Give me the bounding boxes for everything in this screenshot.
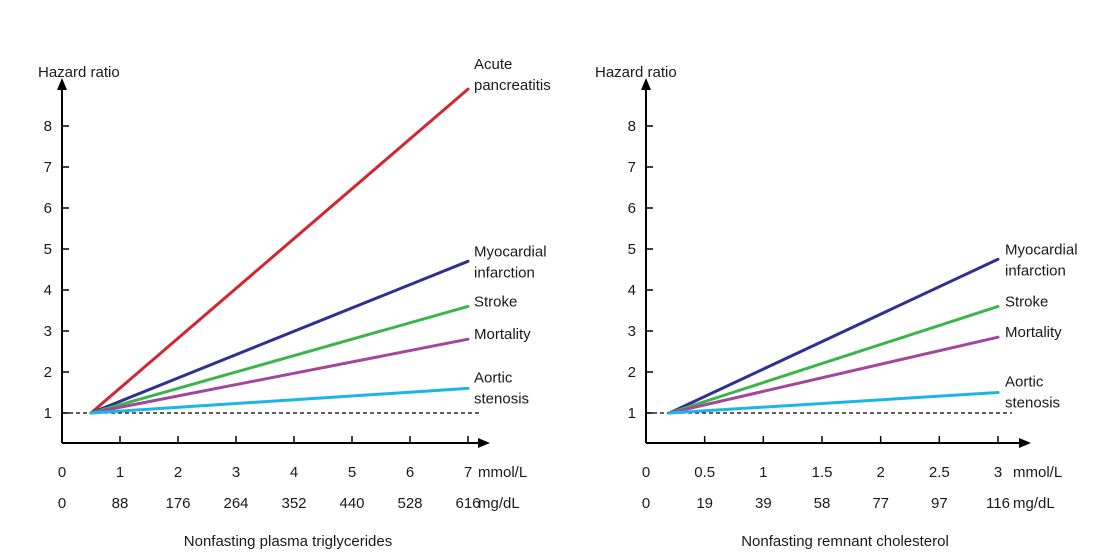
- series-line-aortic-stenosis: [667, 391, 1000, 415]
- y-tick-label: 1: [628, 405, 636, 422]
- x-tick-label-mgdl: 58: [814, 495, 831, 512]
- x-tick-label-mgdl: 176: [165, 495, 190, 512]
- x-axis-title: Nonfasting plasma triglycerides: [184, 533, 392, 550]
- x-tick-label-mmol: 3: [994, 464, 1002, 481]
- x-tick-label-mmol: 0: [58, 464, 66, 481]
- y-axis-arrow-icon: [57, 78, 67, 90]
- x-tick-label-mmol: 3: [232, 464, 240, 481]
- x-tick-label-mgdl: 19: [696, 495, 713, 512]
- x-tick-label-mgdl: 39: [755, 495, 772, 512]
- series-label-aortic-stenosis: Aortic: [474, 369, 513, 386]
- y-axis-label: Hazard ratio: [595, 64, 677, 81]
- y-tick-label: 1: [44, 405, 52, 422]
- x-tick-label-mmol: 2: [876, 464, 884, 481]
- y-tick-label: 7: [628, 159, 636, 176]
- x-axis-arrow-icon: [478, 438, 490, 448]
- x-unit-mgdl: mg/dL: [1013, 495, 1055, 512]
- x-tick-label-mgdl: 77: [872, 495, 889, 512]
- series-label-acute-pancreatitis: pancreatitis: [474, 77, 551, 94]
- x-tick-label-mgdl: 616: [455, 495, 480, 512]
- x-tick-label-mmol: 1: [759, 464, 767, 481]
- series-label-myocardial-infarction: infarction: [474, 264, 535, 281]
- series-label-acute-pancreatitis: Acute: [474, 56, 512, 73]
- x-axis-arrow-icon: [1019, 438, 1031, 448]
- series-label-aortic-stenosis: stenosis: [1005, 395, 1060, 412]
- x-tick-label-mgdl: 116: [986, 495, 1010, 512]
- series-label-mortality: Mortality: [474, 326, 531, 343]
- x-tick-label-mmol: 2: [174, 464, 182, 481]
- x-tick-label-mmol: 7: [464, 464, 472, 481]
- series-line-myocardial-infarction: [667, 257, 1000, 415]
- y-axis-label: Hazard ratio: [38, 64, 120, 81]
- x-tick-label-mgdl: 0: [642, 495, 650, 512]
- x-tick-label-mmol: 6: [406, 464, 414, 481]
- x-unit-mmol: mmol/L: [1013, 464, 1062, 481]
- y-tick-label: 8: [44, 118, 52, 135]
- series-label-mortality: Mortality: [1005, 324, 1062, 341]
- series-label-stroke: Stroke: [474, 293, 517, 310]
- series-label-stroke: Stroke: [1005, 293, 1048, 310]
- series-label-aortic-stenosis: stenosis: [474, 390, 529, 407]
- series-label-aortic-stenosis: Aortic: [1005, 374, 1044, 391]
- x-unit-mmol: mmol/L: [478, 464, 527, 481]
- x-unit-mgdl: mg/dL: [478, 495, 520, 512]
- series-label-myocardial-infarction: infarction: [1005, 262, 1066, 279]
- y-tick-label: 3: [628, 323, 636, 340]
- x-tick-label-mgdl: 352: [281, 495, 306, 512]
- series-line-acute-pancreatitis: [89, 87, 470, 415]
- y-tick-label: 5: [628, 241, 636, 258]
- y-tick-label: 8: [628, 118, 636, 135]
- x-tick-label-mgdl: 0: [58, 495, 66, 512]
- x-tick-label-mmol: 0.5: [694, 464, 715, 481]
- series-line-myocardial-infarction: [89, 259, 470, 415]
- y-tick-label: 5: [44, 241, 52, 258]
- y-tick-label: 2: [628, 364, 636, 381]
- y-tick-label: 4: [628, 282, 636, 299]
- y-tick-label: 7: [44, 159, 52, 176]
- chart-panel-2: Hazard ratio 1 2 3 4 5 6 7 8 0 0 0.5 19 1 39 1.5 58 2 77 2.…: [595, 64, 1078, 550]
- series-label-myocardial-infarction: Myocardial: [474, 243, 547, 260]
- x-tick-label-mmol: 5: [348, 464, 356, 481]
- x-tick-label-mmol: 4: [290, 464, 298, 481]
- series-line-stroke: [89, 304, 470, 415]
- y-tick-label: 2: [44, 364, 52, 381]
- series-line-mortality: [667, 335, 1000, 415]
- y-tick-label: 6: [44, 200, 52, 217]
- x-tick-label-mgdl: 88: [112, 495, 129, 512]
- x-tick-label-mmol: 0: [642, 464, 650, 481]
- x-tick-label-mgdl: 528: [397, 495, 422, 512]
- y-tick-label: 4: [44, 282, 52, 299]
- series-line-stroke: [667, 304, 1000, 415]
- x-tick-label-mgdl: 440: [339, 495, 364, 512]
- x-tick-label-mgdl: 264: [223, 495, 248, 512]
- x-tick-label-mmol: 2.5: [929, 464, 950, 481]
- y-tick-label: 6: [628, 200, 636, 217]
- series-line-aortic-stenosis: [89, 386, 470, 415]
- x-tick-label-mmol: 1: [116, 464, 124, 481]
- x-axis-title: Nonfasting remnant cholesterol: [741, 533, 949, 550]
- series-label-myocardial-infarction: Myocardial: [1005, 241, 1078, 258]
- chart-panel-1: Hazard ratio 1 2 3 4 5 6 7 8 0 0 1 88 2 176 3 264 4 352 5 44…: [38, 56, 551, 550]
- x-tick-label-mmol: 1.5: [812, 464, 833, 481]
- y-axis-arrow-icon: [641, 78, 651, 90]
- series-line-mortality: [89, 337, 470, 415]
- y-tick-label: 3: [44, 323, 52, 340]
- x-tick-label-mgdl: 97: [931, 495, 948, 512]
